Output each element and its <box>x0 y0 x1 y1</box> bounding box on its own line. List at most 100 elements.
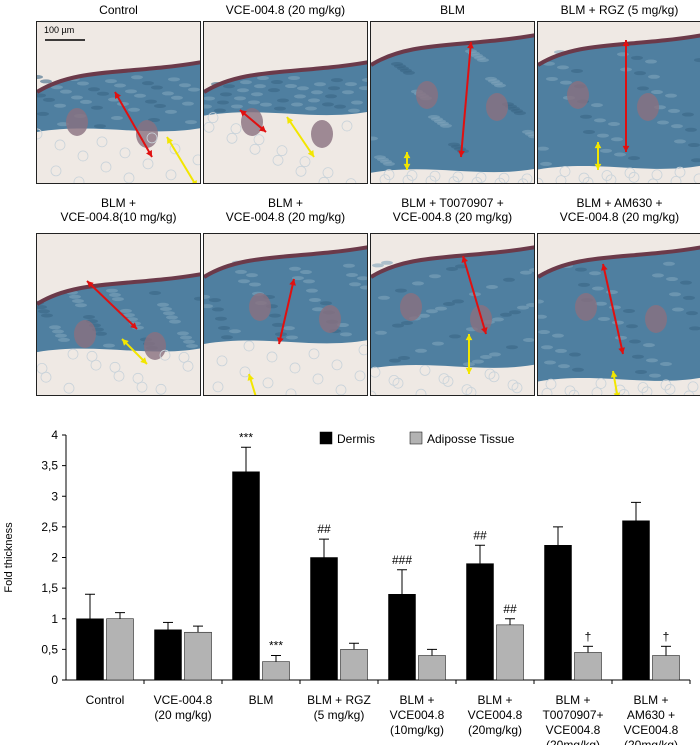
micrograph-title-line: VCE-004.8 (20 mg/kg) <box>225 210 346 224</box>
x-tick-label: (10mg/kg) <box>390 723 444 737</box>
dermis-bar <box>154 629 182 681</box>
significance-marker: *** <box>239 430 253 444</box>
x-tick-label: AM630 + <box>627 708 675 722</box>
y-tick-label: 0 <box>51 673 58 687</box>
dermis-bar <box>544 545 572 681</box>
tissue-image <box>204 234 367 395</box>
adipose-thickness-arrow <box>247 373 257 395</box>
dermis-bar <box>232 471 260 681</box>
micrograph-title: BLM + T0070907 + VCE-004.8 (20 mg/kg) <box>370 196 535 224</box>
adipose-bar <box>184 631 212 681</box>
x-tick-label: T0070907+ <box>542 708 603 722</box>
y-tick-label: 3,5 <box>41 459 58 473</box>
micrograph-title-line: BLM + T0070907 + <box>401 196 504 210</box>
significance-marker: ## <box>503 602 517 616</box>
scale-bar-label: 100 µm <box>44 25 75 35</box>
dermis-bar <box>76 618 104 681</box>
x-tick-label: VCE-004.8 <box>154 693 213 707</box>
micrograph-title: BLM + VCE-004.8 (20 mg/kg) <box>203 196 368 224</box>
y-tick-label: 2 <box>51 551 58 565</box>
micrograph-panel <box>203 233 368 396</box>
significance-marker: † <box>585 629 592 643</box>
micrograph-title-line: VCE-004.8(10 mg/kg) <box>60 210 177 224</box>
dermis-bar <box>622 520 650 681</box>
adipose-bar <box>652 655 680 681</box>
adipose-bar <box>262 661 290 681</box>
adipose-bar <box>340 649 368 681</box>
tissue-image <box>37 22 200 183</box>
y-axis-label: Fold thickness <box>3 522 15 593</box>
dermis-thickness-arrow <box>458 41 474 158</box>
x-tick-label: Control <box>86 693 125 707</box>
micrograph-panel <box>370 233 535 396</box>
micrograph-title-line: VCE-004.8 (20 mg/kg) <box>559 210 680 224</box>
micrograph-panel <box>36 233 201 396</box>
tissue-image <box>37 234 200 395</box>
x-tick-label: VCE004.8 <box>468 708 523 722</box>
y-tick-label: 4 <box>51 428 58 442</box>
tissue-image <box>538 234 700 395</box>
tissue-image <box>371 234 534 395</box>
x-tick-label: (20mg/kg) <box>546 738 600 745</box>
micrograph-panel: 100 µm <box>36 21 201 184</box>
micrograph-title: BLM + VCE-004.8(10 mg/kg) <box>36 196 201 224</box>
legend-label: Adiposse Tissue <box>427 432 515 446</box>
adipose-thickness-arrow <box>166 136 197 183</box>
micrograph-title-line: BLM + AM630 + <box>576 196 663 210</box>
micrograph-title-line: VCE-004.8 (20 mg/kg) <box>392 210 513 224</box>
legend-swatch <box>409 431 423 445</box>
y-tick-label: 0,5 <box>41 642 58 656</box>
thickness-bar-chart: 0 0,5 1 1,5 2 2,5 3 3,5 4 Fold thickness Control VC… <box>3 428 691 745</box>
x-tick-label: VCE004.8 <box>624 723 679 737</box>
micrograph-title: VCE-004.8 (20 mg/kg) <box>203 3 368 17</box>
dermis-thickness-arrow <box>461 255 488 335</box>
micrograph-title-line: BLM + RGZ (5 mg/kg) <box>560 3 679 17</box>
adipose-bar <box>418 655 446 681</box>
y-tick-label: 2,5 <box>41 520 58 534</box>
significance-marker: † <box>663 629 670 643</box>
dermis-thickness-arrow <box>239 109 267 133</box>
micrograph-title-line: Control <box>99 3 138 17</box>
dermis-bar <box>388 594 416 681</box>
adipose-thickness-arrow <box>286 116 315 158</box>
tissue-image <box>371 22 534 183</box>
micrograph-title-line: BLM <box>440 3 465 17</box>
dermis-thickness-arrow <box>277 278 296 345</box>
x-tick-label: (20mg/kg) <box>468 723 522 737</box>
micrograph-title-line: BLM + <box>100 196 136 210</box>
x-tick-label: BLM + <box>555 693 590 707</box>
micrograph-panel <box>203 21 368 184</box>
x-tick-label: BLM + <box>399 693 434 707</box>
legend-label: Dermis <box>337 432 375 446</box>
dermis-bar <box>466 563 494 681</box>
micrograph-title: Control <box>36 3 201 17</box>
dermis-thickness-arrow <box>86 280 138 330</box>
adipose-thickness-arrow <box>403 152 411 170</box>
significance-marker: ## <box>473 528 487 542</box>
tissue-image <box>538 22 700 183</box>
adipose-bar <box>106 618 134 681</box>
micrograph-title-line: VCE-004.8 (20 mg/kg) <box>225 3 346 17</box>
x-tick-label: VCE004.8 <box>390 708 445 722</box>
micrograph-panel <box>537 233 700 396</box>
x-tick-label: BLM <box>249 693 274 707</box>
micrograph-title-line: BLM + <box>267 196 303 210</box>
significance-marker: *** <box>269 639 283 653</box>
x-tick-label: BLM + <box>477 693 512 707</box>
x-tick-label: BLM + RGZ <box>307 693 371 707</box>
micrograph-title: BLM <box>370 3 535 17</box>
dermis-thickness-arrow <box>114 91 153 158</box>
tissue-image <box>204 22 367 183</box>
legend-swatch <box>319 431 333 445</box>
dermis-thickness-arrow <box>622 40 630 152</box>
x-tick-label: BLM + <box>633 693 668 707</box>
adipose-bar <box>496 624 524 681</box>
micrograph-panel <box>537 21 700 184</box>
x-tick-label: (5 mg/kg) <box>314 708 365 722</box>
micrograph-title: BLM + AM630 + VCE-004.8 (20 mg/kg) <box>537 196 700 224</box>
significance-marker: ### <box>392 553 412 567</box>
significance-marker: ## <box>317 522 331 536</box>
x-tick-label: VCE004.8 <box>546 723 601 737</box>
micrograph-panel <box>370 21 535 184</box>
x-tick-label: (20mg/kg) <box>624 738 678 745</box>
